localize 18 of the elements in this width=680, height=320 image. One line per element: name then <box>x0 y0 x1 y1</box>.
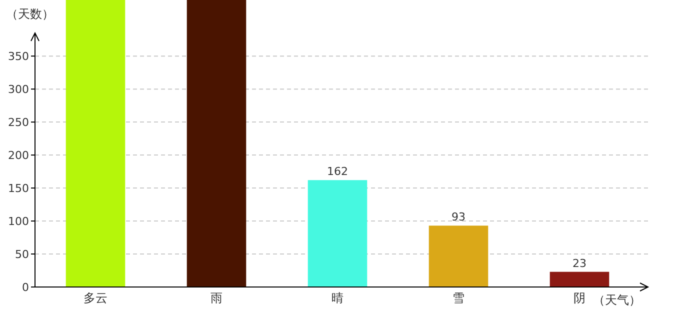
y-tick-label: 50 <box>15 248 29 262</box>
y-tick-label: 150 <box>8 182 29 196</box>
x-tick-label: 雨 <box>210 291 222 305</box>
x-tick-label: 晴 <box>332 291 344 305</box>
x-tick-label: 阴 <box>574 291 586 305</box>
y-tick-label: 350 <box>8 50 29 64</box>
x-tick-label: 雪 <box>452 291 464 305</box>
y-tick-label: 0 <box>22 281 29 294</box>
y-tick-label: 300 <box>8 83 29 96</box>
y-axis-title: （天数） <box>6 7 54 21</box>
y-tick-label: 250 <box>8 116 29 130</box>
data-label: 23 <box>572 256 586 270</box>
x-tick-label: 多云 <box>84 291 108 305</box>
x-axis-title: （天气） <box>593 293 641 307</box>
data-label: 93 <box>452 210 466 224</box>
y-tick-label: 100 <box>8 215 29 228</box>
y-tick-label: 200 <box>8 149 29 162</box>
data-label: 162 <box>327 165 348 178</box>
